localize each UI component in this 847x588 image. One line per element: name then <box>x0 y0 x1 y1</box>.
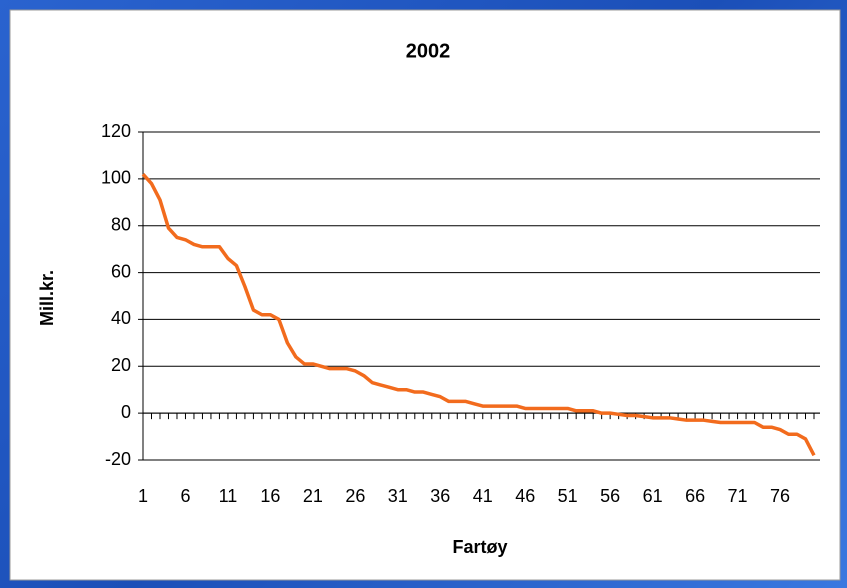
x-tick-label: 36 <box>430 486 450 506</box>
y-tick-label: -20 <box>105 449 131 469</box>
x-tick-label: 21 <box>303 486 323 506</box>
line-series <box>141 172 816 457</box>
y-tick-label: 100 <box>101 168 131 188</box>
x-axis-label: Fartøy <box>452 537 507 557</box>
x-tick-label: 56 <box>600 486 620 506</box>
x-tick-label: 66 <box>685 486 705 506</box>
x-tick-label: 1 <box>138 486 148 506</box>
x-tick-label: 51 <box>558 486 578 506</box>
x-tick-label: 16 <box>260 486 280 506</box>
y-tick-label: 0 <box>121 402 131 422</box>
x-tick-label: 31 <box>388 486 408 506</box>
x-tick-label: 76 <box>770 486 790 506</box>
x-tick-label: 41 <box>473 486 493 506</box>
x-tick-label: 26 <box>345 486 365 506</box>
y-axis-label: Mill.kr. <box>37 270 57 326</box>
y-tick-label: 20 <box>111 355 131 375</box>
y-tick-label: 40 <box>111 308 131 328</box>
y-tick-label: 80 <box>111 214 131 234</box>
y-tick-label: 120 <box>101 121 131 141</box>
chart-panel <box>9 9 841 581</box>
x-tick-label: 11 <box>219 486 238 506</box>
chart-title: 2002 <box>406 40 451 62</box>
x-tick-label: 61 <box>643 486 663 506</box>
y-tick-label: 60 <box>111 261 131 281</box>
x-tick-label: 71 <box>728 486 748 506</box>
x-tick-label: 46 <box>515 486 535 506</box>
x-tick-label: 6 <box>180 486 190 506</box>
